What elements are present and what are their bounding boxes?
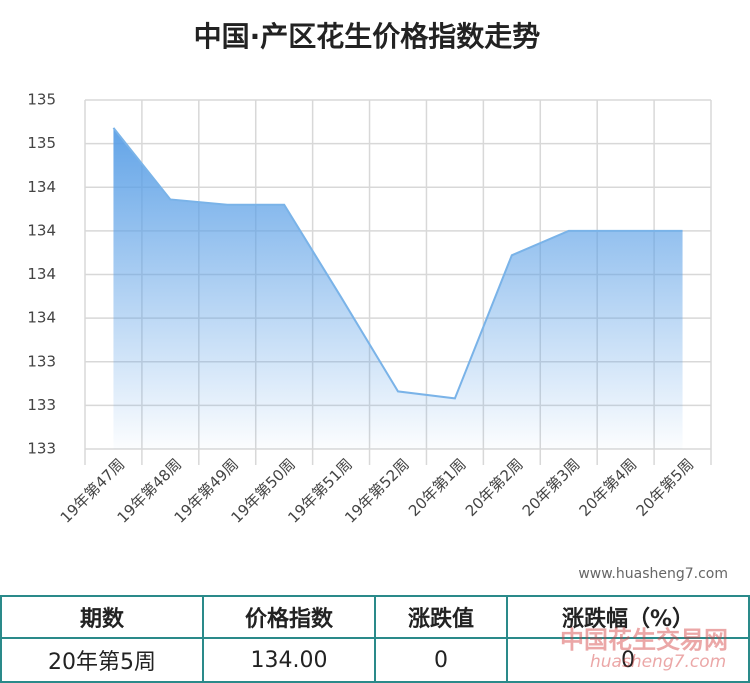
chart: 中国·产区花生价格指数走势 www.huasheng7.com 133 133 13… — [27, 20, 728, 582]
area — [113, 127, 683, 450]
watermark: www.huasheng7.com — [578, 566, 728, 582]
cell: 0 — [506, 637, 750, 683]
header-cell: 涨跌幅（%） — [506, 595, 750, 639]
summary-table: 期数 价格指数 涨跌值 涨跌幅（%） 20年第5周 134.00 0 0 — [0, 595, 750, 683]
x-tick-label: 20年第2周 — [462, 455, 527, 520]
cell: 134.00 — [202, 637, 376, 683]
line — [112, 127, 683, 400]
y-tick-label: 133 — [27, 352, 56, 370]
x-tick-label: 20年第5周 — [633, 455, 698, 520]
chart-title: 中国·产区花生价格指数走势 — [194, 20, 541, 53]
table-header: 期数 价格指数 涨跌值 涨跌幅（%） — [0, 595, 750, 639]
cell: 20年第5周 — [0, 637, 204, 683]
y-tick-label: 134 — [27, 309, 56, 327]
header-cell: 涨跌值 — [374, 595, 508, 639]
y-tick-label: 134 — [27, 221, 56, 239]
table-row: 20年第5周 134.00 0 0 — [0, 637, 750, 683]
x-tick-label: 20年第1周 — [405, 455, 470, 520]
y-tick-label: 133 — [27, 440, 56, 458]
y-tick-label: 135 — [27, 134, 56, 152]
y-tick-label: 134 — [27, 265, 56, 283]
header-cell: 期数 — [0, 595, 204, 639]
y-tick-label: 134 — [27, 178, 56, 196]
x-tick-label: 20年第4周 — [576, 455, 641, 520]
header-cell: 价格指数 — [202, 595, 376, 639]
y-tick-label: 133 — [27, 396, 56, 414]
y-tick-label: 135 — [27, 91, 56, 109]
cell: 0 — [374, 637, 508, 683]
x-tick-label: 20年第3周 — [519, 455, 584, 520]
